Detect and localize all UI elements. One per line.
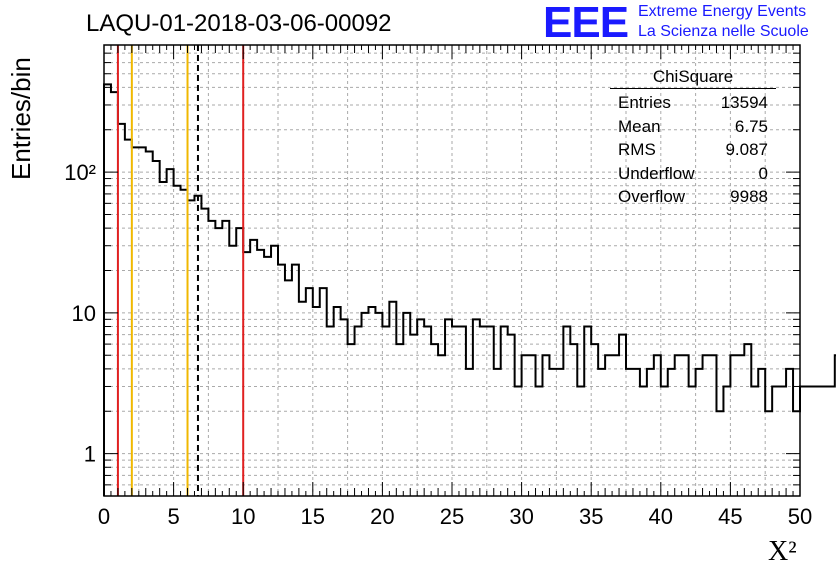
- x-tick-label: 0: [98, 504, 110, 529]
- stats-label: Mean: [618, 116, 661, 136]
- y-tick-label: 1: [84, 442, 96, 467]
- eee-logo-mark: EEE: [543, 0, 629, 47]
- stats-value: 9.087: [725, 140, 768, 159]
- stats-label: Entries: [618, 93, 671, 112]
- stats-row-mean: Mean 6.75: [610, 115, 776, 139]
- x-tick-label: 10: [231, 504, 255, 529]
- stats-title: ChiSquare: [610, 67, 776, 89]
- x-tick-label: 50: [788, 504, 812, 529]
- stats-value: 9988: [730, 187, 768, 206]
- histogram-step-line: [103, 83, 836, 496]
- logo-line-2: La Scienza nelle Scuole: [638, 23, 809, 40]
- y-tick-label: 10: [72, 301, 96, 326]
- logo-line-1: Extreme Energy Events: [638, 3, 807, 20]
- x-tick-label: 20: [370, 504, 394, 529]
- x-tick-label: 45: [718, 504, 742, 529]
- x-tick-label: 15: [301, 504, 325, 529]
- stats-row-entries: Entries 13594: [610, 91, 776, 115]
- x-axis-label: X²: [768, 536, 797, 567]
- chart-title: LAQU-01-2018-03-06-00092: [86, 10, 392, 37]
- stats-label: Underflow: [618, 163, 695, 183]
- x-tick-label: 40: [649, 504, 673, 529]
- stats-row-underflow: Underflow 0: [610, 162, 776, 186]
- stats-label: RMS: [618, 140, 656, 159]
- x-tick-label: 25: [440, 504, 464, 529]
- stats-row-overflow: Overflow 9988: [610, 185, 776, 209]
- x-tick-label: 30: [509, 504, 533, 529]
- stats-value: 6.75: [734, 116, 768, 136]
- stats-label: Overflow: [618, 187, 686, 206]
- y-tick-label: 10²: [64, 160, 96, 185]
- x-tick-label: 5: [167, 504, 179, 529]
- stats-box: ChiSquare Entries 13594 Mean 6.75 RMS 9.087…: [610, 67, 776, 209]
- stats-value: 13594: [720, 93, 768, 112]
- stats-row-rms: RMS 9.087: [610, 138, 776, 162]
- x-tick-label: 35: [579, 504, 603, 529]
- stats-value: 0: [758, 163, 768, 183]
